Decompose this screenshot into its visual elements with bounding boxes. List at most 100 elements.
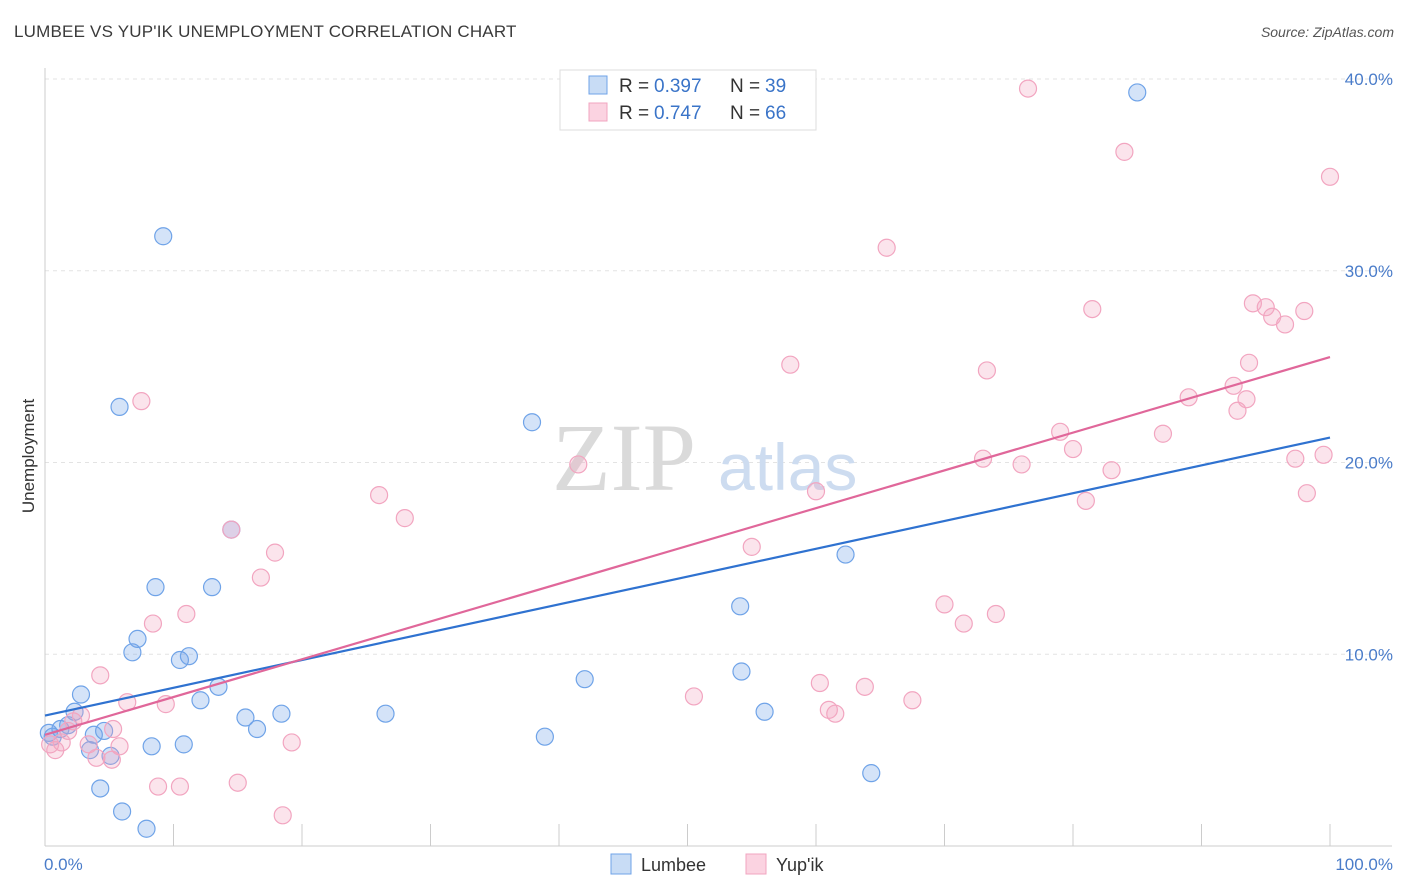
lumbee-legend-swatch [588,75,608,95]
lumbee-point [535,727,554,746]
lumbee-point [146,578,165,597]
yupik-series-label: Yup'ik [776,855,824,875]
lumbee-point [755,702,774,721]
lumbee-n-label: N = [730,76,760,97]
yupik-point [251,568,270,587]
lumbee-point [236,708,255,727]
yupik-legend-swatch [588,102,608,122]
lumbee-point [202,578,222,597]
lumbee-point [154,227,173,246]
yupik-point [806,482,826,501]
yupik-point [177,604,196,624]
lumbee-series-label: Lumbee [641,855,706,875]
yupik-n-label: N = [730,103,760,124]
yupik-point [1115,142,1134,161]
yupik-point [1286,449,1305,468]
lumbee-point [170,650,190,670]
y-axis-title: Unemployment [19,399,38,514]
lumbee-point [732,662,751,681]
yupik-point [41,735,60,754]
lumbee-point [179,647,199,666]
yupik-point [104,719,123,739]
lumbee-point [1128,83,1147,102]
lumbee-point [247,719,267,739]
yupik-point [1239,353,1259,372]
trend-lines [44,355,1331,736]
yupik-point [222,520,241,539]
yupik-point [1012,455,1031,474]
yupik-point [273,806,292,825]
lumbee-point [174,735,193,754]
yupik-point [855,677,874,696]
yupik-point [1083,300,1102,319]
lumbee-point [84,725,103,744]
lumbee-point [91,779,110,798]
y-tick-label: 20.0% [1345,454,1393,473]
lumbee-r-label: R = [619,76,649,97]
x-tick-label-min: 0.0% [44,855,83,874]
lumbee-r-value: 0.397 [654,76,702,97]
lumbee-point [128,629,147,649]
yupik-point [1320,167,1340,186]
lumbee-point [137,819,156,838]
lumbee-point [731,597,750,616]
yupik-point [52,733,71,752]
yupik-point [1076,491,1095,510]
yupik-point [826,704,845,723]
y-tick-label: 40.0% [1345,70,1393,89]
yupik-point [1314,445,1333,464]
yupik-point [265,543,285,562]
yupik-point [148,777,168,796]
watermark-atlas: atlas [718,430,857,504]
lumbee-point [575,670,594,689]
yupik-point [1063,439,1083,459]
yupik-point [1237,390,1256,409]
lumbee-series-swatch [610,853,632,875]
yupik-n-value: 66 [765,103,786,124]
yupik-point [1179,388,1198,407]
lumbee-point [376,704,395,723]
yupik-point [395,509,414,528]
yupik-point [132,392,151,411]
lumbee-point [123,643,142,662]
yupik-point [1018,79,1038,98]
yupik-point [1153,424,1173,443]
yupik-r-value: 0.747 [654,103,702,124]
series-legend: Lumbee Yup'ik [610,853,824,875]
x-tick-label-max: 100.0% [1335,855,1393,874]
yupik-point [569,455,588,474]
yupik-point [1297,484,1316,503]
yupik-point [79,735,98,754]
gridlines [45,78,1392,655]
tick-labels: 10.0% 20.0% 30.0% 40.0% 0.0% 100.0% [44,70,1393,874]
yupik-point [986,604,1006,624]
chart-title: LUMBEE VS YUP'IK UNEMPLOYMENT CORRELATIO… [14,22,517,41]
lumbee-point [95,721,114,741]
lumbee-point [142,737,161,756]
y-tick-label: 30.0% [1345,262,1393,281]
yupik-point [170,777,190,796]
lumbee-point [522,413,542,432]
yupik-point [935,595,954,614]
lumbee-point [862,764,881,783]
yupik-trend-line [44,355,1331,736]
yupik-point [1295,301,1314,321]
yupik-point [977,361,997,380]
yupik-point [91,666,110,685]
yupik-point [954,614,973,633]
y-tick-label: 10.0% [1345,645,1393,664]
lumbee-point [191,691,210,710]
yupik-point [282,733,301,752]
yupik-point [810,673,829,693]
lumbee-point [112,802,132,821]
lumbee-n-value: 39 [765,76,786,97]
watermark-zip: ZIP [552,404,696,511]
lumbee-point [272,704,291,723]
yupik-r-label: R = [619,103,649,124]
lumbee-trend-line [44,436,1331,717]
yupik-point [781,355,800,374]
lumbee-point [836,545,855,564]
yupik-point [903,691,922,710]
lumbee-point [110,397,129,416]
